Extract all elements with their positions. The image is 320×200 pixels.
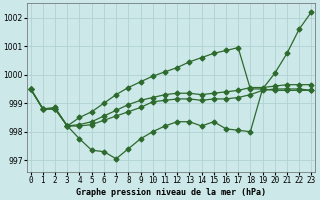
- X-axis label: Graphe pression niveau de la mer (hPa): Graphe pression niveau de la mer (hPa): [76, 188, 266, 197]
